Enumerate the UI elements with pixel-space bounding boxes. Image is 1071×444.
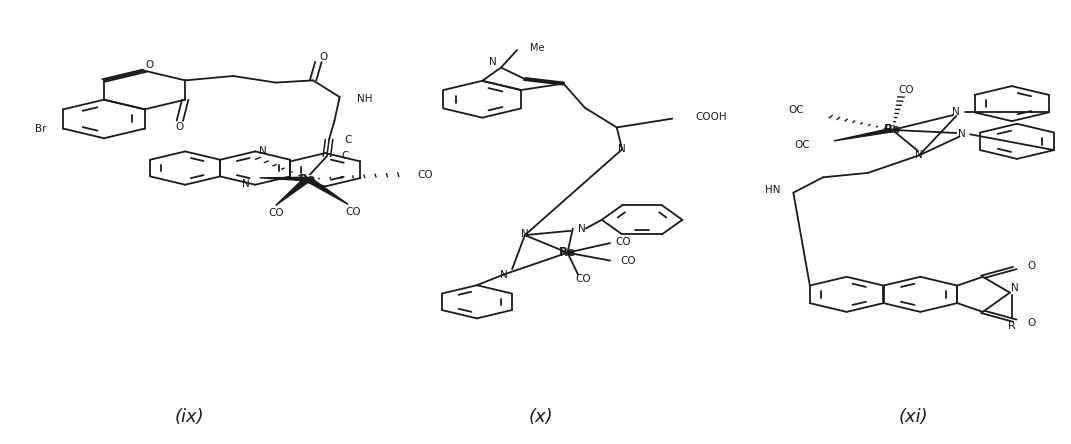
Text: N: N bbox=[618, 144, 625, 155]
Text: Br: Br bbox=[35, 123, 46, 134]
Text: NH: NH bbox=[357, 94, 373, 104]
Text: C: C bbox=[344, 135, 351, 145]
Polygon shape bbox=[304, 178, 348, 205]
Text: CO: CO bbox=[621, 257, 636, 266]
Text: CO: CO bbox=[346, 207, 361, 218]
Text: (xi): (xi) bbox=[899, 408, 929, 426]
Text: HN: HN bbox=[765, 186, 781, 195]
Text: (x): (x) bbox=[528, 408, 553, 426]
Text: CO: CO bbox=[899, 85, 914, 95]
Text: N: N bbox=[578, 224, 586, 234]
Text: R: R bbox=[1008, 321, 1015, 331]
Text: OC: OC bbox=[795, 140, 811, 150]
Polygon shape bbox=[259, 177, 308, 181]
Text: Re: Re bbox=[884, 123, 901, 136]
Text: N: N bbox=[957, 129, 966, 139]
Text: N: N bbox=[259, 146, 267, 156]
Text: N: N bbox=[952, 107, 961, 117]
Text: O: O bbox=[1027, 261, 1036, 271]
Text: CO: CO bbox=[418, 170, 433, 180]
Text: O: O bbox=[176, 122, 184, 132]
Text: O: O bbox=[1027, 318, 1036, 328]
Text: O: O bbox=[146, 60, 154, 71]
Text: Me: Me bbox=[530, 43, 544, 53]
Text: N: N bbox=[521, 229, 529, 239]
Text: N: N bbox=[916, 151, 923, 160]
Text: N: N bbox=[1011, 283, 1019, 293]
Text: CO: CO bbox=[575, 274, 591, 284]
Text: N: N bbox=[500, 270, 508, 280]
Text: C: C bbox=[342, 151, 349, 161]
Text: COOH: COOH bbox=[695, 112, 727, 123]
Text: (ix): (ix) bbox=[175, 408, 205, 426]
Text: OC: OC bbox=[788, 105, 804, 115]
Text: CO: CO bbox=[616, 237, 631, 247]
Text: Re: Re bbox=[299, 173, 316, 186]
Text: Re: Re bbox=[559, 246, 576, 259]
Polygon shape bbox=[275, 178, 312, 205]
Text: O: O bbox=[319, 52, 328, 62]
Text: N: N bbox=[488, 57, 496, 67]
Text: CO: CO bbox=[268, 208, 284, 218]
Polygon shape bbox=[834, 128, 894, 141]
Text: N: N bbox=[242, 179, 250, 190]
